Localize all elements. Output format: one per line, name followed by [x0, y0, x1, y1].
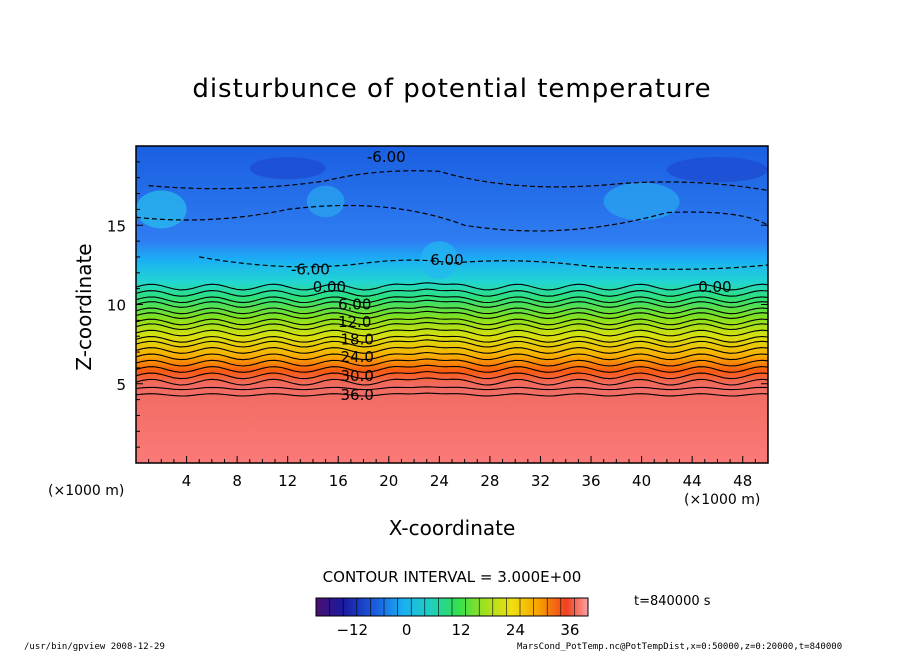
- y-tick-label: 5: [116, 376, 126, 394]
- contour-line-negative: [136, 204, 768, 232]
- contour-line: [136, 317, 768, 326]
- contour-label: 0.00: [698, 278, 731, 296]
- y-axis-label: Z-coordinate: [72, 243, 96, 371]
- contour-line: [136, 299, 768, 308]
- contour-line: [136, 288, 768, 297]
- x-tick-label: 36: [581, 472, 600, 490]
- contour-line: [136, 351, 768, 361]
- x-tick-label: 48: [733, 472, 752, 490]
- x-tick-label: 4: [182, 472, 192, 490]
- colorbar-tick-label: 36: [560, 621, 579, 639]
- contour-line-negative: [148, 170, 768, 191]
- footer-source: MarsCond_PotTemp.nc@PotTempDist,x=0:5000…: [517, 642, 843, 652]
- y-tick-label: 15: [107, 217, 126, 235]
- contour-label: 30.0: [340, 367, 373, 385]
- x-tick-label: 24: [430, 472, 449, 490]
- contour-line: [136, 358, 768, 367]
- contour-label: -6.00: [291, 261, 330, 279]
- field-patch: [249, 157, 326, 180]
- colorbar-tick-label: 12: [452, 621, 471, 639]
- footer-program: /usr/bin/gpview 2008-12-29: [24, 642, 165, 652]
- contour-interval: CONTOUR INTERVAL = 3.000E+00: [322, 568, 582, 586]
- x-tick-label: 40: [632, 472, 651, 490]
- contour-label: 24.0: [340, 348, 373, 366]
- y-tick-label: 10: [107, 297, 126, 315]
- contour-line: [136, 386, 768, 391]
- contour-label: 6.00: [338, 296, 371, 314]
- contour-label: 12.0: [338, 313, 371, 331]
- contour-line: [136, 321, 768, 331]
- x-tick-label: 12: [278, 472, 297, 490]
- contour-line: [136, 334, 768, 343]
- contour-label: 6.00: [430, 251, 463, 269]
- contour-line: [136, 345, 768, 354]
- contour-line: [136, 294, 768, 304]
- field-patch: [666, 157, 768, 183]
- contour-label: 0.00: [313, 278, 346, 296]
- field-patch: [136, 190, 187, 229]
- contour-label: 18.0: [340, 330, 373, 348]
- x-unit-label: (×1000 m): [684, 492, 761, 508]
- contour-line: [136, 392, 768, 397]
- colorbar-tick-label: −12: [336, 621, 368, 639]
- y-unit-label: (×1000 m): [48, 483, 125, 499]
- colorbar-tick-label: 0: [402, 621, 412, 639]
- field-patch: [306, 185, 345, 218]
- field-patch: [603, 182, 680, 221]
- field-patch: [420, 241, 459, 280]
- contour-line: [136, 364, 768, 373]
- contour-line: [136, 370, 768, 380]
- contour-line-negative: [199, 256, 768, 270]
- contour-line: [136, 377, 768, 386]
- x-axis-label: X-coordinate: [388, 516, 516, 540]
- x-tick-label: 44: [683, 472, 702, 490]
- contour-line: [136, 306, 768, 315]
- contour-label: 36.0: [340, 386, 373, 404]
- chart-title: disturbunce of potential temperature: [192, 74, 712, 104]
- contour-label: -6.00: [367, 148, 406, 166]
- x-tick-label: 8: [232, 472, 242, 490]
- x-tick-label: 28: [480, 472, 499, 490]
- contour-line: [136, 339, 768, 348]
- contour-line: [136, 328, 768, 337]
- contour-line: [136, 310, 768, 319]
- x-tick-label: 20: [379, 472, 398, 490]
- x-tick-label: 32: [531, 472, 550, 490]
- colorbar-tick-label: 24: [506, 621, 525, 639]
- contour-line: [136, 282, 768, 291]
- x-tick-label: 16: [329, 472, 348, 490]
- time-label: t=840000 s: [634, 594, 711, 609]
